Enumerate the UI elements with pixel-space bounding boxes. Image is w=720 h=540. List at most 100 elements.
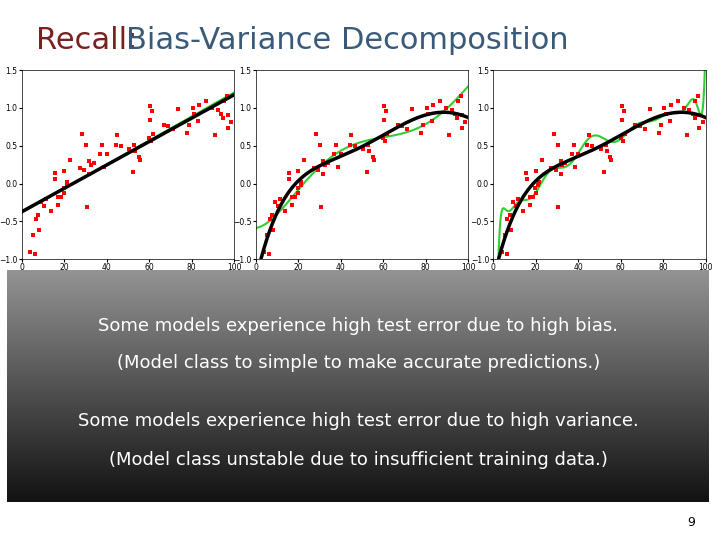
Point bbox=[521, 168, 532, 177]
Point bbox=[381, 107, 392, 116]
Point bbox=[452, 97, 464, 106]
Point bbox=[357, 144, 369, 153]
Point bbox=[572, 150, 584, 158]
Point bbox=[690, 97, 701, 106]
Point bbox=[459, 118, 471, 127]
Point bbox=[184, 121, 195, 130]
Text: Bias-Variance Decomposition: Bias-Variance Decomposition bbox=[126, 26, 569, 55]
Point bbox=[34, 226, 45, 234]
Point bbox=[115, 142, 127, 151]
Point bbox=[397, 122, 408, 131]
Point bbox=[27, 231, 39, 240]
Point bbox=[81, 203, 92, 212]
Point bbox=[40, 195, 52, 204]
Point bbox=[524, 201, 536, 210]
Point bbox=[606, 156, 617, 165]
Point bbox=[130, 146, 141, 155]
Point bbox=[552, 140, 564, 149]
Point bbox=[689, 114, 701, 123]
Point bbox=[595, 144, 606, 153]
Text: Some models experience high test error due to high bias.: Some models experience high test error d… bbox=[98, 317, 618, 335]
Point bbox=[555, 170, 567, 178]
Point bbox=[32, 211, 44, 219]
Point bbox=[659, 104, 670, 112]
Point bbox=[134, 156, 145, 165]
Point bbox=[521, 174, 533, 183]
Point bbox=[84, 170, 95, 178]
Point bbox=[335, 150, 346, 158]
Point bbox=[30, 215, 41, 224]
Point bbox=[683, 105, 695, 114]
Point bbox=[566, 150, 577, 159]
Point bbox=[446, 105, 457, 114]
Point bbox=[534, 178, 545, 186]
Point bbox=[697, 118, 708, 127]
Point bbox=[601, 146, 613, 155]
Point bbox=[292, 167, 304, 176]
Point bbox=[81, 140, 92, 149]
Point bbox=[45, 207, 57, 215]
Point bbox=[505, 226, 517, 234]
Point bbox=[30, 249, 41, 258]
Point bbox=[504, 211, 516, 219]
Point bbox=[88, 159, 99, 168]
Point bbox=[332, 163, 343, 171]
Point bbox=[533, 181, 544, 190]
Point bbox=[660, 110, 672, 118]
Point bbox=[298, 156, 310, 165]
Point bbox=[423, 110, 434, 118]
Point bbox=[605, 152, 616, 161]
Point bbox=[550, 166, 562, 174]
Point bbox=[133, 152, 145, 161]
Point bbox=[379, 137, 391, 146]
Point bbox=[455, 92, 467, 100]
Point bbox=[349, 142, 361, 151]
Point bbox=[261, 231, 273, 240]
Point bbox=[127, 167, 139, 176]
Point bbox=[368, 156, 379, 165]
Point bbox=[512, 195, 523, 204]
Point bbox=[218, 97, 230, 106]
Point bbox=[264, 215, 275, 224]
Point bbox=[147, 107, 158, 116]
Point bbox=[222, 111, 233, 119]
Text: (Model class to simple to make accurate predictions.): (Model class to simple to make accurate … bbox=[117, 354, 600, 372]
Point bbox=[346, 130, 357, 139]
Point bbox=[62, 178, 73, 186]
Point bbox=[501, 215, 513, 224]
Point bbox=[268, 226, 279, 234]
Point bbox=[517, 207, 528, 215]
Point bbox=[292, 184, 303, 192]
Point bbox=[123, 144, 135, 153]
Point bbox=[84, 156, 95, 165]
Point bbox=[112, 130, 123, 139]
Point bbox=[272, 202, 284, 211]
Point bbox=[217, 114, 229, 123]
Point bbox=[655, 121, 667, 130]
Point bbox=[653, 129, 665, 138]
Point bbox=[269, 198, 281, 207]
Point bbox=[418, 121, 429, 130]
Point bbox=[194, 101, 205, 110]
Point bbox=[85, 160, 96, 169]
Point bbox=[38, 202, 50, 211]
Point bbox=[319, 160, 330, 169]
Point bbox=[192, 117, 204, 125]
Point bbox=[672, 97, 683, 105]
Point bbox=[96, 141, 108, 150]
Point bbox=[200, 97, 212, 105]
Point bbox=[212, 105, 223, 114]
Point bbox=[530, 167, 541, 176]
Point bbox=[536, 156, 547, 165]
Point bbox=[616, 116, 628, 125]
Point bbox=[64, 156, 76, 165]
Point bbox=[173, 104, 184, 113]
Point bbox=[76, 129, 88, 138]
Point bbox=[451, 114, 463, 123]
Point bbox=[221, 92, 233, 100]
Point bbox=[444, 131, 455, 139]
Point bbox=[583, 130, 595, 139]
Point bbox=[681, 131, 693, 139]
Point bbox=[98, 163, 109, 171]
Point bbox=[619, 130, 631, 138]
